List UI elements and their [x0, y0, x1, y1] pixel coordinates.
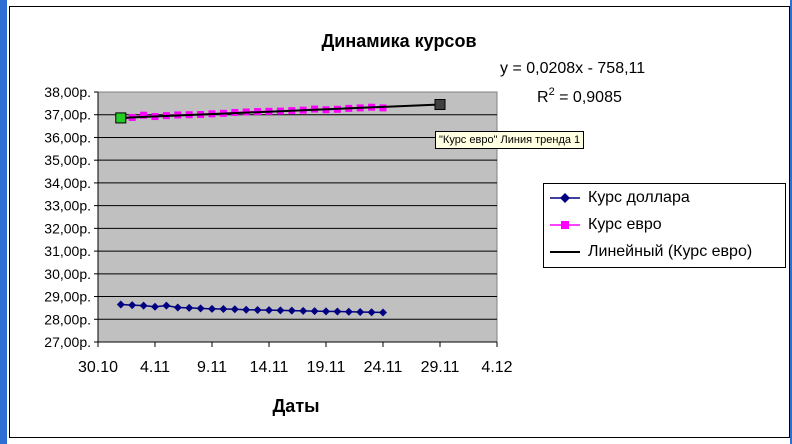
- data-point-dollar: [333, 307, 342, 316]
- x-tick-label: 29.11: [421, 359, 460, 376]
- trendline-tooltip: "Курс евро" Линия тренда 1: [435, 131, 585, 149]
- data-point-dollar: [116, 300, 125, 309]
- data-point-dollar: [265, 306, 273, 315]
- legend-label-trend: Линейный (Курс евро): [588, 243, 753, 260]
- y-tick-label: 31,00р.: [44, 243, 91, 259]
- data-point-dollar: [356, 308, 365, 316]
- data-point-dollar: [208, 304, 216, 313]
- y-tick-label: 35,00р.: [44, 152, 91, 168]
- data-point-dollar: [230, 305, 239, 314]
- y-tick-label: 28,00р.: [44, 311, 91, 327]
- y-tick-label: 34,00р.: [44, 175, 91, 191]
- trendline-handle: [434, 99, 446, 110]
- data-point-dollar: [310, 307, 319, 316]
- square-marker-icon: [550, 221, 580, 229]
- data-point-dollar: [367, 308, 376, 317]
- x-tick-label: 24.11: [364, 359, 403, 376]
- y-tick-label: 36,00р.: [44, 129, 91, 145]
- data-point-dollar: [219, 305, 228, 314]
- data-point-dollar: [173, 303, 182, 312]
- trend-equation: y = 0,0208x - 758,11: [500, 60, 645, 77]
- legend-label-dollar: Курс доллара: [588, 189, 690, 206]
- x-tick-label: 14.11: [250, 359, 289, 376]
- y-tick-label: 32,00р.: [44, 220, 91, 236]
- data-point-dollar: [151, 302, 159, 311]
- legend-item-trend[interactable]: Линейный (Курс евро): [550, 241, 786, 263]
- x-tick-label: 9.11: [197, 359, 227, 376]
- chart-title: Динамика курсов: [321, 31, 476, 51]
- data-point-dollar: [162, 301, 171, 310]
- trendline-handle: [115, 112, 127, 124]
- y-tick-label: 30,00р.: [44, 266, 91, 282]
- trend-r2: R2 = 0,9085: [537, 86, 622, 106]
- x-tick-label: 19.11: [307, 359, 346, 376]
- data-point-dollar: [242, 305, 251, 314]
- x-tick-label: 30.10: [78, 359, 118, 376]
- data-point-dollar: [322, 307, 330, 316]
- x-tick-label: 4.11: [140, 359, 170, 376]
- x-tick-label: 4.12: [481, 359, 512, 376]
- y-tick-label: 37,00р.: [44, 107, 91, 123]
- trendline: [120, 103, 441, 119]
- data-point-euro: [140, 111, 148, 119]
- y-tick-label: 27,00р.: [44, 334, 91, 350]
- legend-label-euro: Курс евро: [588, 216, 662, 233]
- data-point-dollar: [128, 301, 137, 310]
- data-point-dollar: [299, 306, 308, 315]
- data-point-dollar: [287, 306, 296, 315]
- legend[interactable]: Курс доллара Курс евро Линейный (Курс ев…: [543, 183, 786, 268]
- data-point-dollar: [276, 306, 285, 315]
- diamond-marker-icon: [550, 193, 580, 203]
- legend-item-euro[interactable]: Курс евро: [550, 214, 786, 236]
- data-point-dollar: [196, 304, 205, 313]
- data-point-dollar: [379, 308, 387, 317]
- data-point-dollar: [185, 303, 194, 312]
- legend-item-dollar[interactable]: Курс доллара: [550, 187, 786, 209]
- data-point-dollar: [253, 305, 262, 314]
- data-point-dollar: [139, 301, 148, 310]
- y-tick-label: 33,00р.: [44, 198, 91, 214]
- data-point-euro: [379, 104, 387, 112]
- chart[interactable]: 27,00р. 28,00р. 29,00р. 30,00р. 31,00р. 32,00…: [10, 7, 789, 437]
- trendline-icon: [550, 251, 580, 253]
- chart-area[interactable]: 27,00р. 28,00р. 29,00р. 30,00р. 31,00р. 32,00…: [9, 6, 790, 438]
- x-axis-label: Даты: [272, 396, 319, 416]
- y-tick-label: 29,00р.: [44, 289, 91, 305]
- plot-background: [97, 91, 498, 343]
- y-tick-label: 38,00р.: [44, 84, 91, 100]
- data-point-dollar: [344, 307, 353, 316]
